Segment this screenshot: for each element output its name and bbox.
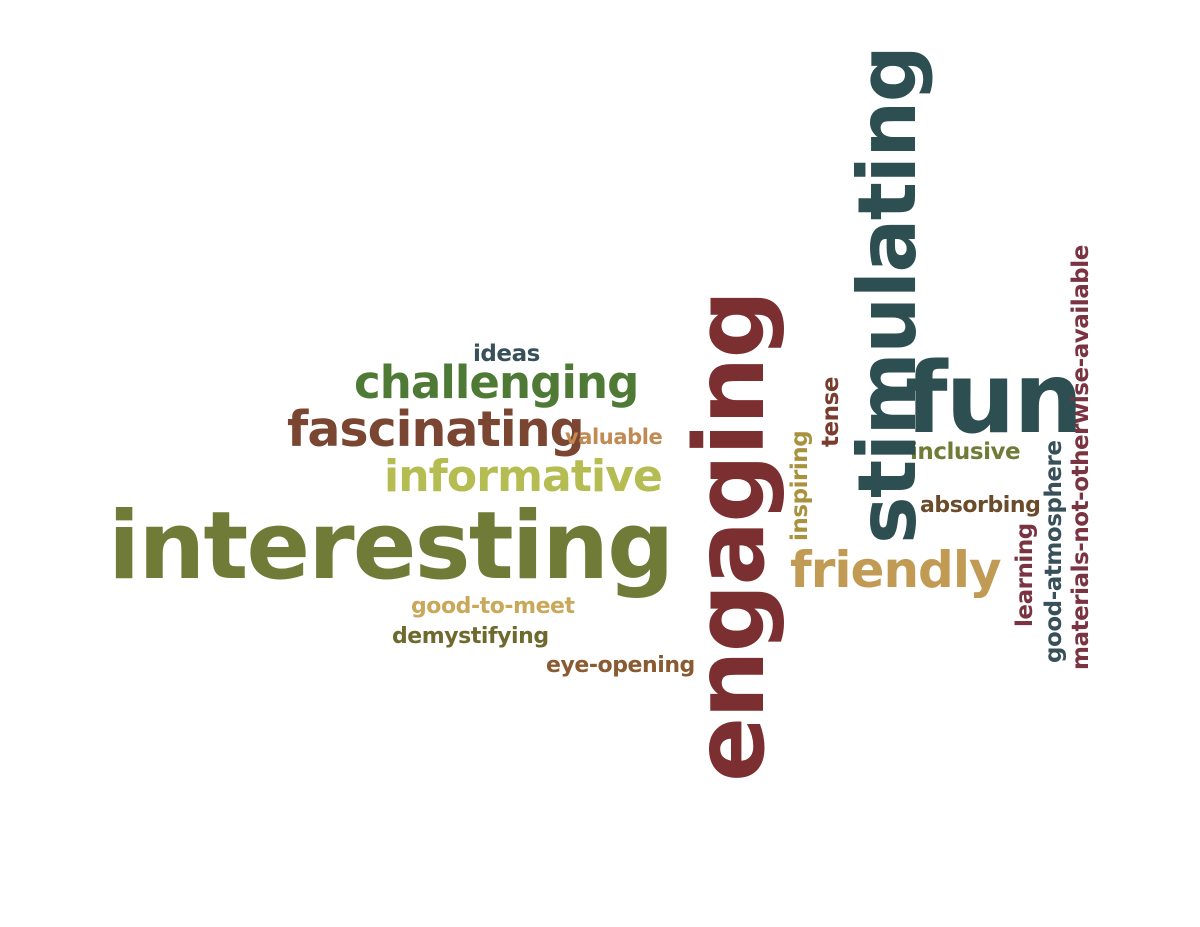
word-good-atmosphere: good-atmosphere	[1041, 440, 1067, 663]
word-interesting: interesting	[108, 492, 674, 601]
word-fun: fun	[905, 342, 1083, 456]
word-fascinating: fascinating	[287, 401, 585, 458]
word-ideas: ideas	[473, 341, 540, 367]
word-stimulating: stimulating	[841, 46, 934, 544]
word-materials-not-otherwise-available: materials-not-otherwise-available	[1068, 245, 1094, 670]
word-absorbing: absorbing	[920, 493, 1041, 518]
word-eye-opening: eye-opening	[546, 653, 695, 678]
word-inspiring: inspiring	[787, 430, 813, 541]
word-informative: informative	[384, 451, 663, 502]
word-learning: learning	[1012, 523, 1038, 627]
word-friendly: friendly	[790, 541, 1002, 599]
word-challenging: challenging	[354, 356, 639, 409]
word-valuable: valuable	[565, 425, 663, 449]
word-demystifying: demystifying	[392, 624, 549, 649]
word-inclusive: inclusive	[910, 439, 1021, 465]
word-engaging: engaging	[674, 291, 786, 782]
word-tense: tense	[818, 377, 844, 447]
word-good-to-meet: good-to-meet	[411, 594, 575, 619]
